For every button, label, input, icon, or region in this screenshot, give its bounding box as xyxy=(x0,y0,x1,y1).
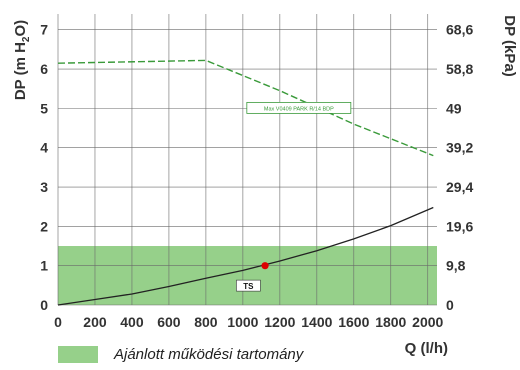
y-left-tick-label: 1 xyxy=(40,258,48,274)
y-right-tick-label: 58,8 xyxy=(446,61,473,77)
y-left-axis-title: DP (m H2O) xyxy=(12,20,32,100)
legend: Ajánlott működési tartomány xyxy=(58,346,303,363)
curve-label-box xyxy=(236,279,261,292)
y-right-tick-label: 39,2 xyxy=(446,140,473,156)
series-label-box xyxy=(246,101,352,114)
x-tick-label: 1000 xyxy=(227,314,258,330)
x-tick-label: 1800 xyxy=(375,314,406,330)
y-right-axis-title: DP (kPa) xyxy=(501,15,518,76)
x-tick-label: 2000 xyxy=(412,314,443,330)
x-tick-label: 800 xyxy=(194,314,218,330)
x-tick-label: 400 xyxy=(120,314,144,330)
series-label: Max V0409 PARK R/14 BDP xyxy=(264,106,334,112)
y-left-tick-label: 4 xyxy=(40,140,48,156)
y-right-tick-label: 19,6 xyxy=(446,218,473,234)
x-tick-label: 1600 xyxy=(338,314,369,330)
y-right-tick-label: 9,8 xyxy=(446,258,466,274)
x-tick-label: 1200 xyxy=(264,314,295,330)
x-tick-label: 1400 xyxy=(301,314,332,330)
y-left-tick-label: 7 xyxy=(40,22,48,38)
y-right-ticks: 0 9,8 19,6 29,4 39,2 49 58,8 68,6 xyxy=(446,22,473,313)
x-tick-label: 0 xyxy=(54,314,62,330)
y-left-tick-label: 2 xyxy=(40,218,48,234)
y-left-tick-label: 5 xyxy=(40,100,48,116)
y-right-tick-label: 49 xyxy=(446,100,462,116)
series-line xyxy=(57,206,434,306)
y-left-ticks: 0 1 2 3 4 5 6 7 xyxy=(40,22,48,313)
legend-swatch xyxy=(58,346,98,363)
operating-point xyxy=(261,262,269,270)
y-right-tick-label: 0 xyxy=(446,297,454,313)
y-right-tick-label: 29,4 xyxy=(446,179,473,195)
y-left-tick-label: 3 xyxy=(40,179,48,195)
y-left-tick-label: 6 xyxy=(40,61,48,77)
x-ticks: 0 200 400 600 800 1000 1200 1400 1600 1800 2000 xyxy=(54,314,443,330)
y-left-tick-label: 0 xyxy=(40,297,48,313)
legend-label: Ajánlott működési tartomány xyxy=(114,346,304,363)
series-layer: Max V0409 PARK R/14 BDP TS xyxy=(57,59,434,306)
x-axis-title: Q (l/h) xyxy=(405,340,448,357)
series-line xyxy=(57,59,434,157)
curve-label: TS xyxy=(243,282,254,291)
x-tick-label: 600 xyxy=(157,314,181,330)
x-tick-label: 200 xyxy=(83,314,107,330)
y-right-tick-label: 68,6 xyxy=(446,22,473,38)
